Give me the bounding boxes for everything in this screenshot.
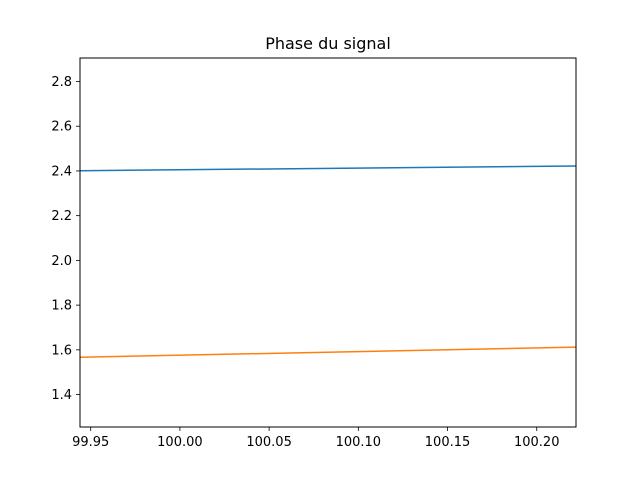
y-tick-label: 2.8 bbox=[51, 75, 72, 90]
x-tick-label: 100.00 bbox=[157, 435, 203, 450]
y-tick-label: 1.8 bbox=[51, 299, 72, 314]
y-tick-label: 2.4 bbox=[51, 164, 72, 179]
chart-title: Phase du signal bbox=[265, 34, 391, 53]
x-tick-label: 100.10 bbox=[336, 435, 382, 450]
series-line-2 bbox=[79, 346, 577, 358]
series-line-1 bbox=[79, 165, 577, 172]
y-axis: 1.4 1.6 1.8 2.0 2.2 2.4 2.6 2.8 bbox=[51, 75, 80, 403]
x-axis: 99.95 100.00 100.05 100.10 100.15 100.20 bbox=[72, 427, 559, 450]
y-tick-label: 1.4 bbox=[51, 388, 72, 403]
x-tick-label: 100.20 bbox=[514, 435, 560, 450]
axes-frame bbox=[79, 57, 577, 428]
plot-area bbox=[79, 57, 577, 428]
x-tick-label: 99.95 bbox=[72, 435, 109, 450]
x-tick-label: 100.05 bbox=[246, 435, 292, 450]
x-tick-label: 100.15 bbox=[425, 435, 471, 450]
y-tick-label: 2.6 bbox=[51, 120, 72, 135]
y-tick-label: 2.2 bbox=[51, 209, 72, 224]
y-tick-label: 1.6 bbox=[51, 343, 72, 358]
y-tick-label: 2.0 bbox=[51, 254, 72, 269]
series-layer bbox=[79, 165, 577, 358]
